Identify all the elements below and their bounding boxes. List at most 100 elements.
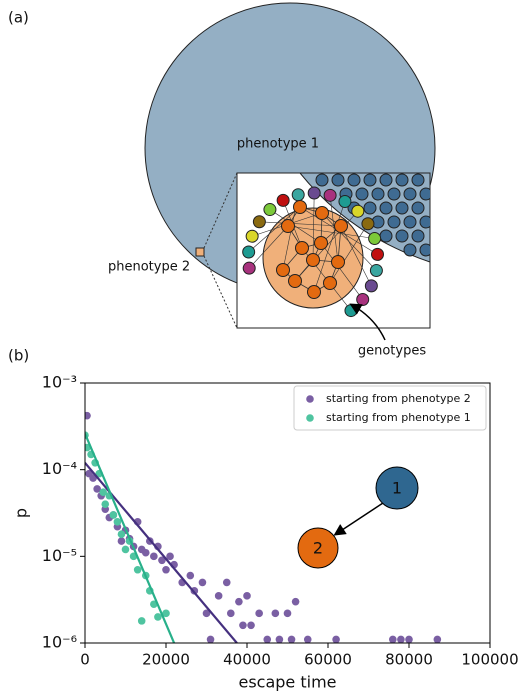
annotation-label: 2 (313, 539, 323, 558)
genotype-node (253, 216, 265, 228)
genotype-node (332, 174, 344, 186)
y-tick-label: 10⁻⁴ (42, 459, 77, 478)
genotype-node (264, 204, 276, 216)
x-tick-label: 0 (80, 651, 90, 669)
phenotype-2-box (196, 248, 204, 256)
genotype-node (335, 220, 348, 233)
point (235, 598, 243, 606)
genotype-node (396, 174, 408, 186)
genotype-node (282, 220, 295, 233)
genotype-node (324, 189, 336, 201)
phenotype-2-label: phenotype 2 (108, 260, 190, 275)
genotype-node (404, 188, 416, 200)
genotype-node (316, 174, 328, 186)
point (150, 553, 158, 561)
point (142, 549, 150, 557)
point (114, 518, 122, 526)
point (263, 636, 271, 644)
point (389, 636, 397, 644)
genotype-node (404, 216, 416, 228)
genotype-node (277, 194, 289, 206)
point (223, 579, 231, 587)
genotype-node (404, 244, 416, 256)
point (292, 598, 300, 606)
y-axis-label: p (12, 508, 31, 518)
genotype-node (372, 248, 384, 260)
genotype-node (362, 218, 374, 230)
x-tick-label: 40000 (223, 651, 271, 669)
legend-label: starting from phenotype 2 (326, 392, 471, 405)
genotype-node (364, 174, 376, 186)
genotype-node (370, 265, 382, 277)
point (199, 579, 207, 587)
point (187, 572, 195, 580)
phenotype-1-label: phenotype 1 (237, 137, 319, 152)
point (162, 566, 170, 574)
point (276, 636, 284, 644)
genotype-node (289, 275, 302, 288)
figure: (a) phenotype 1 phenotype 2 genotypes (b… (0, 0, 531, 693)
point (138, 617, 146, 625)
genotype-node (316, 207, 329, 220)
point (154, 613, 162, 621)
point (304, 636, 312, 644)
genotype-node (412, 230, 424, 242)
legend-label: starting from phenotype 1 (326, 411, 471, 424)
point (272, 610, 280, 618)
genotype-node (365, 280, 377, 292)
genotype-node (348, 174, 360, 186)
legend-marker (306, 414, 314, 422)
x-tick-label: 60000 (304, 651, 352, 669)
panel-label: (a) (8, 9, 29, 27)
genotype-node (380, 202, 392, 214)
y-tick-label: 10⁻³ (42, 373, 77, 392)
y-tick-label: 10⁻⁶ (42, 633, 77, 652)
genotype-node (412, 202, 424, 214)
genotype-node (388, 216, 400, 228)
y-tick-label: 10⁻⁵ (42, 546, 77, 565)
plot-area (81, 412, 441, 643)
point (227, 610, 235, 618)
genotype-node (356, 188, 368, 200)
point (118, 530, 126, 538)
point (239, 622, 247, 630)
genotype-node (243, 262, 255, 274)
genotype-node (396, 230, 408, 242)
genotype-node (352, 205, 364, 217)
point (284, 610, 292, 618)
annotation-arrow (336, 503, 383, 534)
genotype-node (332, 256, 345, 269)
genotype-node (292, 189, 304, 201)
point (101, 500, 109, 508)
fit-line (85, 434, 174, 643)
point (405, 636, 413, 644)
point (118, 537, 126, 545)
genotype-node (380, 230, 392, 242)
genotype-node (246, 230, 258, 242)
point (110, 511, 118, 519)
point (243, 592, 251, 600)
x-tick-label: 100000 (461, 651, 518, 669)
point (288, 636, 296, 644)
genotype-node (369, 232, 381, 244)
x-axis-label: escape time (238, 673, 336, 692)
point (134, 566, 142, 574)
genotypes-label: genotypes (358, 344, 426, 359)
genotype-node (307, 254, 320, 267)
x-tick-label: 80000 (385, 651, 433, 669)
point (332, 636, 340, 644)
genotype-node (339, 196, 351, 208)
genotype-node (294, 201, 307, 214)
point (83, 412, 91, 420)
annotation-label: 1 (392, 479, 402, 498)
genotype-node (324, 277, 337, 290)
point (215, 592, 223, 600)
panel-label: (b) (8, 347, 29, 365)
genotype-node (315, 237, 328, 250)
genotype-node (357, 294, 369, 306)
genotype-node (364, 202, 376, 214)
genotype-node (277, 264, 290, 277)
genotype-node (396, 202, 408, 214)
point (397, 636, 405, 644)
point (207, 636, 215, 644)
